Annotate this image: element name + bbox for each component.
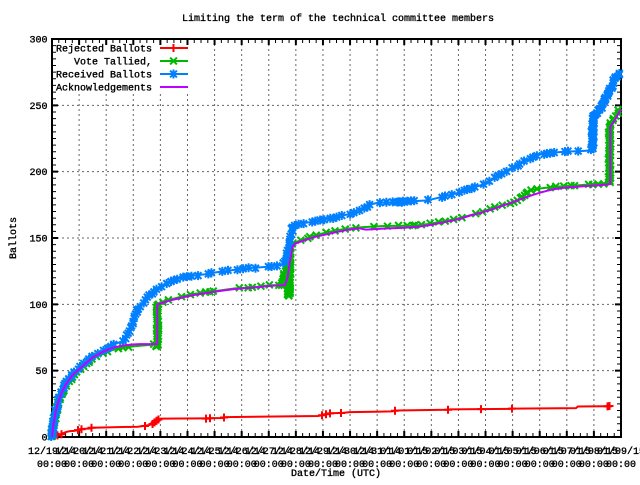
svg-text:01/05/15: 01/05/15 <box>489 446 537 458</box>
svg-text:250: 250 <box>29 102 47 113</box>
svg-text:01/08/15: 01/08/15 <box>570 446 618 458</box>
svg-text:00:00: 00:00 <box>91 460 121 471</box>
svg-text:00:00: 00:00 <box>172 460 202 471</box>
svg-text:12/23/14: 12/23/14 <box>136 446 184 458</box>
svg-text:00:00: 00:00 <box>552 460 582 471</box>
svg-text:100: 100 <box>29 301 47 312</box>
svg-text:00:00: 00:00 <box>362 460 392 471</box>
svg-text:00:00: 00:00 <box>254 460 284 471</box>
svg-text:0: 0 <box>41 434 47 445</box>
svg-text:01/02/15: 01/02/15 <box>407 446 455 458</box>
svg-text:12/21/14: 12/21/14 <box>82 446 130 458</box>
svg-text:00:00: 00:00 <box>335 460 365 471</box>
svg-text:Ballots: Ballots <box>8 217 20 259</box>
svg-text:Vote Tallied,: Vote Tallied, <box>74 57 152 69</box>
svg-text:00:00: 00:00 <box>416 460 446 471</box>
svg-text:Limiting the term of the techn: Limiting the term of the technical commi… <box>182 13 494 25</box>
svg-text:12/28/14: 12/28/14 <box>272 446 320 458</box>
svg-text:Received Ballots: Received Ballots <box>56 70 152 82</box>
svg-text:12/20/14: 12/20/14 <box>55 446 103 458</box>
svg-text:12/31/14: 12/31/14 <box>353 446 401 458</box>
svg-text:12/26/14: 12/26/14 <box>218 446 266 458</box>
svg-text:00:00: 00:00 <box>443 460 473 471</box>
svg-text:Rejected Ballots: Rejected Ballots <box>56 44 152 56</box>
svg-text:Date/Time (UTC): Date/Time (UTC) <box>291 468 381 480</box>
svg-text:00:00: 00:00 <box>145 460 175 471</box>
svg-text:Acknowledgements: Acknowledgements <box>56 83 152 95</box>
svg-text:00:00: 00:00 <box>579 460 609 471</box>
svg-text:12/30/14: 12/30/14 <box>326 446 374 458</box>
svg-text:12/25/14: 12/25/14 <box>191 446 239 458</box>
svg-text:00:00: 00:00 <box>281 460 311 471</box>
svg-text:12/24/14: 12/24/14 <box>163 446 211 458</box>
svg-text:300: 300 <box>29 36 47 47</box>
svg-text:01/03/15: 01/03/15 <box>434 446 482 458</box>
svg-text:00:00: 00:00 <box>200 460 230 471</box>
svg-text:00:00: 00:00 <box>308 460 338 471</box>
svg-text:00:00: 00:00 <box>227 460 257 471</box>
svg-text:00:00: 00:00 <box>64 460 94 471</box>
svg-text:12/22/14: 12/22/14 <box>109 446 157 458</box>
svg-text:200: 200 <box>29 168 47 179</box>
svg-text:01/04/15: 01/04/15 <box>461 446 509 458</box>
svg-text:01/01/15: 01/01/15 <box>380 446 428 458</box>
svg-text:01/07/15: 01/07/15 <box>543 446 591 458</box>
svg-text:00:00: 00:00 <box>389 460 419 471</box>
svg-text:50: 50 <box>35 367 47 378</box>
svg-text:00:00: 00:00 <box>498 460 528 471</box>
svg-text:00:00: 00:00 <box>606 460 636 471</box>
svg-text:00:00: 00:00 <box>118 460 148 471</box>
svg-text:150: 150 <box>29 235 47 246</box>
svg-text:01/06/15: 01/06/15 <box>516 446 564 458</box>
svg-text:00:00: 00:00 <box>525 460 555 471</box>
svg-text:12/27/14: 12/27/14 <box>245 446 293 458</box>
svg-text:01/09/15: 01/09/15 <box>597 446 640 458</box>
svg-text:00:00: 00:00 <box>37 460 67 471</box>
svg-text:12/29/14: 12/29/14 <box>299 446 347 458</box>
svg-text:12/19/14: 12/19/14 <box>28 446 76 458</box>
svg-text:00:00: 00:00 <box>470 460 500 471</box>
